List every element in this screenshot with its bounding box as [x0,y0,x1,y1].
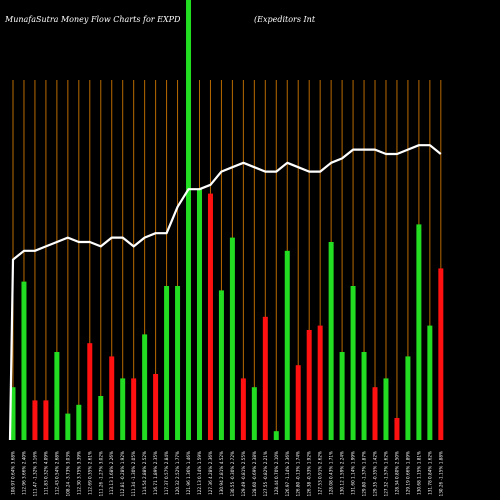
money-flow-bar [98,396,104,440]
chart-subtitle: (Expeditors Int [254,15,316,24]
money-flow-bar [120,378,126,440]
x-tick-label: 108.24 -3.73% 3.03% [65,451,70,496]
money-flow-bar [339,352,345,440]
x-tick-label: 128.08 0.43% 1.71% [329,451,334,495]
x-tick-label: 128.34 0.80% 2.50% [394,451,399,495]
x-tick-label: 112.30 3.75% 3.39% [76,451,81,495]
x-tick-label: 113.13 1.68% 2.26% [109,451,114,495]
money-flow-bar [229,237,235,440]
money-flow-bar [438,268,444,440]
x-tick-label: 130.12 1.59% 2.24% [340,451,345,495]
x-tick-label: 126.80 -0.13% 1.74% [296,451,301,496]
x-tick-label: 130.55 -0.30% 2.72% [230,451,235,496]
x-tick-label: 112.81 -0.28% 1.92% [120,451,125,496]
money-flow-bar [383,378,389,440]
money-flow-bar [21,281,27,440]
money-flow-bar [295,365,301,440]
x-tick-label: 129.19 0.66% 1.89% [405,451,410,495]
money-flow-bar [196,189,202,440]
money-flow-bar [317,325,323,440]
money-flow-bar [10,387,16,440]
x-tick-label: 128.60 -0.69% 2.38% [252,451,257,496]
money-flow-bar [65,413,71,440]
x-tick-label: 127.36 4.28% 2.36% [208,451,213,495]
money-flow-bar [361,352,367,440]
money-flow-bar [284,250,290,440]
money-flow-bar [251,387,257,440]
money-flow-bar [328,242,334,440]
money-flow-bar [131,378,137,440]
x-tick-label: 130.94 2.81% 4.52% [219,451,224,495]
x-tick-label: 121.96 1.36% 1.46% [186,451,191,495]
money-flow-bar [372,387,378,440]
money-flow-bar [218,290,224,440]
money-flow-bar [164,286,170,440]
money-flow-bar [306,330,312,440]
money-flow-bar [175,286,181,440]
money-flow-bar [416,224,422,440]
money-flow-bar [142,334,148,440]
x-tick-label: 114.54 2.88% 2.52% [142,451,147,495]
money-flow-bar [153,374,159,440]
x-tick-label: 112.43 0.54% 2.68% [54,451,59,495]
money-flow-bar [273,431,279,440]
x-tick-label: 129.35 -0.35% 1.42% [373,451,378,496]
x-tick-label: 129.49 -0.81% 2.55% [241,451,246,496]
x-tick-label: 131.78 0.84% 1.62% [427,451,432,495]
price-line [8,144,442,441]
money-flow-bar [109,356,115,440]
x-tick-label: 116.71 1.89% 2.35% [153,451,158,495]
money-flow-bar [405,356,411,440]
money-flow-bar [240,378,246,440]
money-flow-bar [262,316,268,440]
money-flow-bar [32,400,38,440]
x-tick-label: 130.26 -1.15% 1.88% [438,451,443,496]
x-tick-label: 111.47 -1.32% 3.16% [32,451,37,496]
money-flow-bar [87,343,93,440]
x-tick-label: 126.97 -1.14% 2.36% [285,451,290,496]
chart-title: MunafaSutra Money Flow Charts for EXPD [5,15,181,24]
x-tick-label: 130.68 1.15% 1.81% [416,451,421,495]
money-flow-bar [54,352,60,440]
x-tick-label: 120.32 2.52% 1.77% [175,451,180,495]
money-flow-bar [76,404,82,440]
money-flow-bar [207,193,213,440]
x-tick-label: 112.69 0.35% 2.61% [87,451,92,495]
x-tick-label: 111.34 -1.30% 2.05% [131,451,136,496]
money-flow-bar [186,0,192,440]
money-flow-bar [43,400,49,440]
money-flow-bar [394,418,400,440]
x-tick-label: 127.32 -1.57% 1.62% [383,451,388,496]
x-tick-label: 128.44 0.70% 2.10% [274,451,279,495]
x-tick-label: 126.38 -0.33% 1.92% [307,451,312,496]
x-tick-label: 127.53 0.91% 2.62% [318,451,323,495]
x-tick-label: 129.80 -1.37% 1.87% [362,451,367,496]
x-tick-label: 127.55 -0.82% 2.21% [263,451,268,496]
x-tick-label: 108.97 0.64% 3.68% [11,451,16,495]
x-tick-label: 122.13 0.14% 1.59% [197,451,202,495]
x-tick-label: 117.37 0.57% 2.84% [164,451,169,495]
x-tick-label: 112.96 3.66% 2.40% [21,451,26,495]
x-tick-label: 111.83 0.32% 4.09% [43,451,48,495]
x-tick-label: 111.26 -1.27% 3.02% [98,451,103,496]
x-tick-label: 131.60 1.14% 1.99% [351,451,356,495]
money-flow-bar [350,286,356,440]
money-flow-bar [427,325,433,440]
